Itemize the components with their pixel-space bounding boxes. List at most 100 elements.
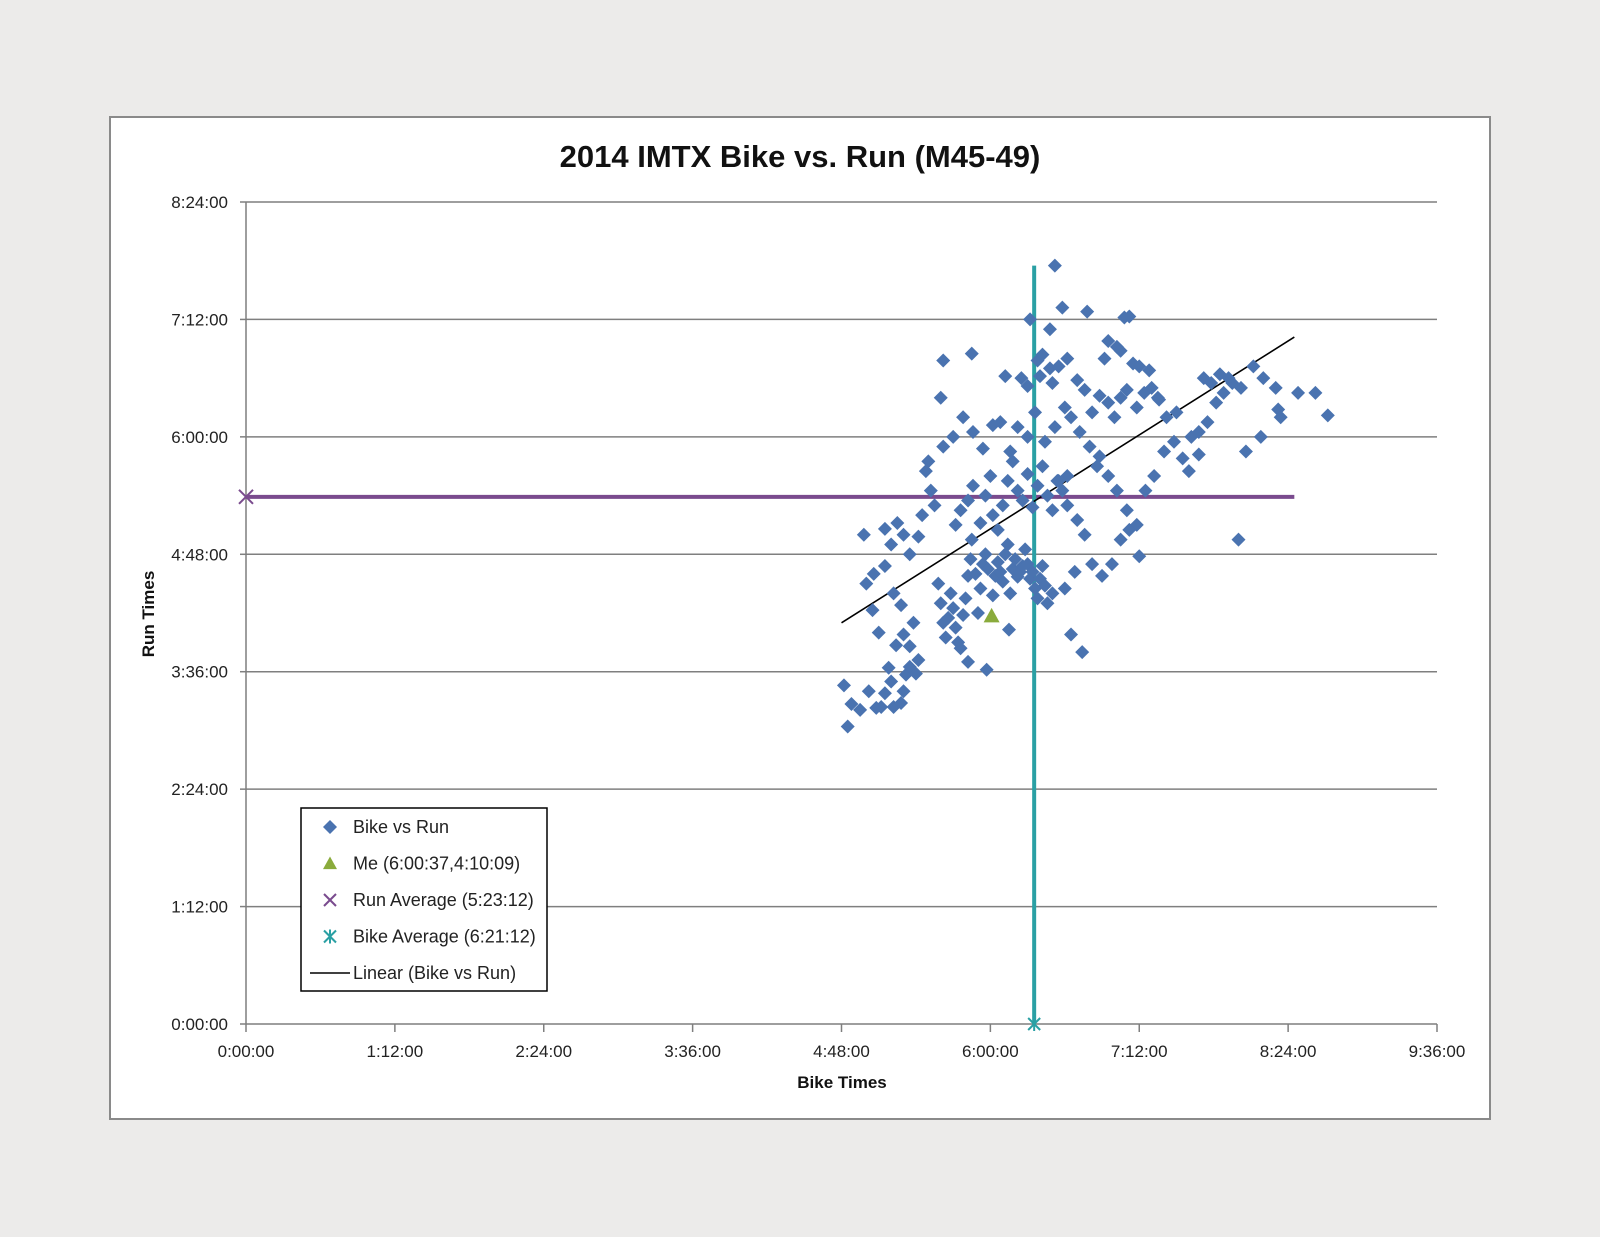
bike-vs-run-point [1181, 464, 1196, 479]
bike-vs-run-point [941, 610, 956, 625]
bike-vs-run-point [1008, 552, 1023, 567]
bike-vs-run-point [1003, 586, 1018, 601]
bike-vs-run-point [1273, 410, 1288, 425]
bike-vs-run-point [1005, 454, 1020, 469]
bike-vs-run-point [1253, 429, 1268, 444]
bike-vs-run-point [1023, 312, 1038, 327]
bike-vs-run-point [1113, 343, 1128, 358]
bike-vs-run-point [964, 532, 979, 547]
bike-vs-run-point [915, 508, 930, 523]
bike-vs-run-point [856, 527, 871, 542]
y-tick-label: 6:00:00 [171, 428, 228, 447]
bike-vs-run-point [1209, 395, 1224, 410]
bike-vs-run-point [943, 586, 958, 601]
x-tick-label: 0:00:00 [218, 1042, 275, 1061]
bike-vs-run-point [1159, 410, 1174, 425]
bike-vs-run-point [927, 498, 942, 513]
bike-vs-run-point [1104, 557, 1119, 572]
bike-vs-run-point [1042, 322, 1057, 337]
bike-vs-run-point [865, 603, 880, 618]
bike-vs-run-point [884, 537, 899, 552]
bike-vs-run-point [1025, 500, 1040, 515]
y-tick-label: 4:48:00 [171, 545, 228, 564]
bike-vs-run-point [1101, 469, 1116, 483]
bike-vs-run-point [1040, 596, 1055, 611]
legend-diamond-icon [323, 820, 337, 834]
bike-vs-run-point [963, 552, 978, 567]
bike-vs-run-point [1047, 258, 1062, 273]
bike-vs-run-point [1070, 513, 1085, 528]
bike-vs-run-point [948, 620, 963, 635]
bike-vs-run-point [1129, 400, 1144, 415]
bike-vs-run-point [1169, 405, 1184, 420]
bike-vs-run-point [983, 469, 998, 483]
bike-vs-run-point [1064, 627, 1079, 642]
bike-vs-run-point [995, 574, 1010, 589]
bike-vs-run-point [973, 581, 988, 596]
bike-vs-run-point [1150, 390, 1165, 405]
bike-vs-run-point [1157, 444, 1172, 459]
bike-vs-run-point [896, 684, 911, 699]
bike-vs-run-point [1045, 586, 1060, 601]
bike-vs-run-point [1010, 420, 1025, 435]
bike-vs-run-point [953, 641, 968, 656]
legend-label: Run Average (5:23:12) [353, 890, 534, 910]
legend-box [300, 807, 548, 992]
bike-vs-run-point [1109, 483, 1124, 498]
x-stroke [238, 489, 254, 505]
bike-vs-run-point [973, 515, 988, 530]
bike-vs-run-point [1113, 532, 1128, 547]
bike-vs-run-point [859, 576, 874, 591]
bike-vs-run-point [985, 508, 1000, 523]
bike-vs-run-point [1132, 549, 1147, 564]
bike-vs-run-point [1000, 537, 1015, 552]
bike-vs-run-point [918, 464, 933, 479]
bike-vs-run-point [896, 527, 911, 542]
bike-vs-run-point [840, 719, 855, 734]
bike-vs-run-point [896, 627, 911, 642]
bike-vs-run-point [1070, 373, 1085, 388]
bike-vs-run-point [1060, 351, 1075, 366]
bike-vs-run-point [979, 662, 994, 677]
bike-vs-run-point [990, 555, 1005, 570]
bike-vs-run-point [1107, 410, 1122, 425]
bike-vs-run-point [1020, 429, 1035, 444]
bike-vs-run-point [1085, 405, 1100, 420]
bike-vs-run-point [1101, 333, 1116, 348]
bike-vs-run-point [1003, 444, 1018, 459]
bike-vs-run-point [980, 561, 995, 576]
bike-vs-run-point [966, 478, 981, 493]
bike-vs-run-point [877, 559, 892, 574]
bike-vs-run-point [1119, 382, 1134, 397]
y-tick-label: 0:00:00 [171, 1015, 228, 1034]
legend-asterisk-icon [323, 929, 337, 944]
bike-vs-run-point [1075, 645, 1090, 660]
bike-vs-run-point [1184, 429, 1199, 444]
bike-vs-run-point [921, 454, 936, 469]
bike-vs-run-point [1014, 371, 1029, 386]
bike-vs-run-point [1101, 395, 1116, 410]
bike-vs-run-point [1045, 376, 1060, 391]
y-axis-title: Run Times [139, 571, 158, 658]
bike-vs-run-point [1238, 444, 1253, 459]
bike-vs-run-point [894, 696, 909, 711]
x-stroke [323, 893, 337, 907]
bike-vs-run-point [1077, 527, 1092, 542]
x-tick-label: 9:36:00 [1409, 1042, 1466, 1061]
bike-vs-run-point [1233, 380, 1248, 395]
y-tick-label: 7:12:00 [171, 310, 228, 329]
bike-vs-run-point [1200, 415, 1215, 430]
x-tick-label: 8:24:00 [1260, 1042, 1317, 1061]
bike-vs-run-point [936, 353, 951, 368]
bike-vs-run-point [1030, 591, 1045, 606]
bike-vs-run-point [874, 699, 889, 714]
bike-vs-run-point [1060, 498, 1075, 513]
bike-vs-run-point [1051, 473, 1066, 488]
y-tick-label: 8:24:00 [171, 193, 228, 212]
bike-vs-run-point [968, 566, 983, 581]
bike-vs-run-point [931, 576, 946, 591]
bike-vs-run-point [956, 607, 971, 622]
bike-vs-run-point [894, 598, 909, 613]
bike-vs-run-point [978, 488, 993, 503]
bike-vs-run-point [1055, 300, 1070, 315]
